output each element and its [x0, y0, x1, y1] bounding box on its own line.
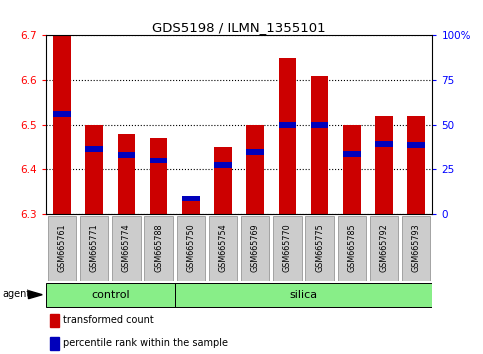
Bar	[53, 35, 71, 214]
FancyBboxPatch shape	[48, 216, 76, 281]
Bar	[311, 76, 328, 214]
FancyBboxPatch shape	[112, 216, 141, 281]
Text: silica: silica	[289, 290, 317, 300]
FancyBboxPatch shape	[370, 216, 398, 281]
FancyBboxPatch shape	[273, 216, 301, 281]
FancyBboxPatch shape	[80, 216, 108, 281]
Text: GSM665761: GSM665761	[57, 223, 67, 272]
FancyBboxPatch shape	[241, 216, 270, 281]
Bar	[53, 111, 71, 116]
Text: GSM665792: GSM665792	[380, 223, 388, 272]
Bar	[182, 196, 199, 214]
Bar	[50, 337, 59, 350]
Bar	[150, 158, 168, 164]
Bar	[214, 147, 232, 214]
Text: transformed count: transformed count	[63, 315, 154, 325]
Bar	[407, 142, 425, 148]
Bar	[279, 122, 296, 128]
Text: GSM665793: GSM665793	[412, 223, 421, 272]
FancyBboxPatch shape	[144, 216, 173, 281]
Bar	[279, 58, 296, 214]
Bar	[246, 125, 264, 214]
FancyBboxPatch shape	[338, 216, 366, 281]
Text: GSM665769: GSM665769	[251, 223, 260, 272]
Bar	[117, 152, 135, 158]
Bar	[246, 149, 264, 154]
Bar	[375, 116, 393, 214]
Text: percentile rank within the sample: percentile rank within the sample	[63, 338, 228, 348]
Bar	[311, 122, 328, 128]
Bar	[182, 196, 199, 201]
FancyBboxPatch shape	[175, 283, 432, 307]
Bar	[375, 141, 393, 147]
Text: agent: agent	[2, 289, 30, 299]
FancyBboxPatch shape	[305, 216, 334, 281]
Text: control: control	[91, 290, 129, 300]
Bar	[117, 134, 135, 214]
FancyBboxPatch shape	[46, 283, 175, 307]
Text: GSM665785: GSM665785	[347, 223, 356, 272]
Text: GSM665775: GSM665775	[315, 223, 324, 272]
Polygon shape	[28, 291, 42, 299]
Title: GDS5198 / ILMN_1355101: GDS5198 / ILMN_1355101	[152, 21, 326, 34]
Bar	[150, 138, 168, 214]
Text: GSM665788: GSM665788	[154, 223, 163, 272]
FancyBboxPatch shape	[177, 216, 205, 281]
Bar	[214, 162, 232, 168]
Bar	[85, 125, 103, 214]
Bar	[407, 116, 425, 214]
FancyBboxPatch shape	[402, 216, 430, 281]
Text: GSM665750: GSM665750	[186, 223, 195, 272]
Bar	[85, 147, 103, 152]
Bar	[50, 314, 59, 327]
Text: GSM665774: GSM665774	[122, 223, 131, 272]
Bar	[343, 125, 361, 214]
FancyBboxPatch shape	[209, 216, 237, 281]
Bar	[343, 151, 361, 157]
Text: GSM665771: GSM665771	[90, 223, 99, 272]
Text: GSM665754: GSM665754	[218, 223, 227, 272]
Text: GSM665770: GSM665770	[283, 223, 292, 272]
